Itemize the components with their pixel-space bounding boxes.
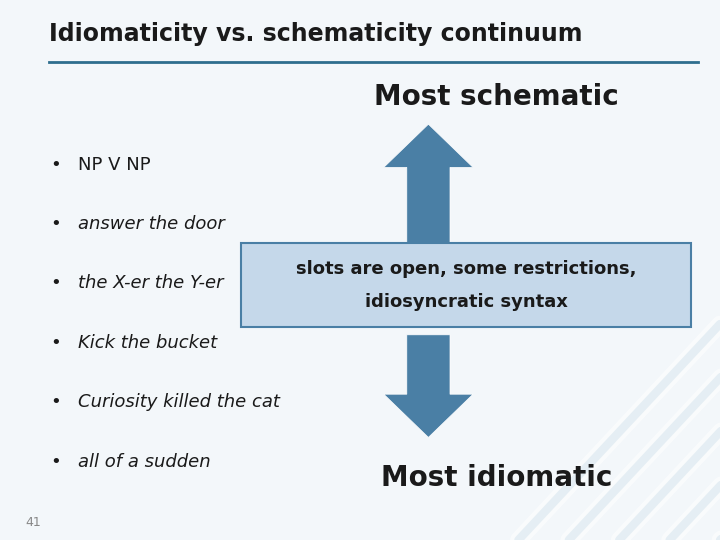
Text: Most idiomatic: Most idiomatic [381,464,613,492]
FancyBboxPatch shape [241,243,691,327]
Text: 41: 41 [25,516,41,529]
Text: idiosyncratic syntax: idiosyncratic syntax [365,293,567,311]
Text: all of a sudden: all of a sudden [78,453,210,471]
Polygon shape [384,335,473,437]
Text: NP V NP: NP V NP [78,156,150,174]
Text: •: • [50,393,61,411]
Text: Idiomaticity vs. schematicity continuum: Idiomaticity vs. schematicity continuum [49,22,582,46]
Polygon shape [384,124,473,286]
Text: the X-er the Y-er: the X-er the Y-er [78,274,223,293]
Text: slots are open, some restrictions,: slots are open, some restrictions, [296,260,636,278]
Text: •: • [50,274,61,293]
Text: Kick the bucket: Kick the bucket [78,334,217,352]
Text: •: • [50,453,61,471]
Text: Most schematic: Most schematic [374,83,619,111]
Text: Curiosity killed the cat: Curiosity killed the cat [78,393,279,411]
Text: •: • [50,215,61,233]
Text: •: • [50,156,61,174]
Text: answer the door: answer the door [78,215,225,233]
Text: •: • [50,334,61,352]
